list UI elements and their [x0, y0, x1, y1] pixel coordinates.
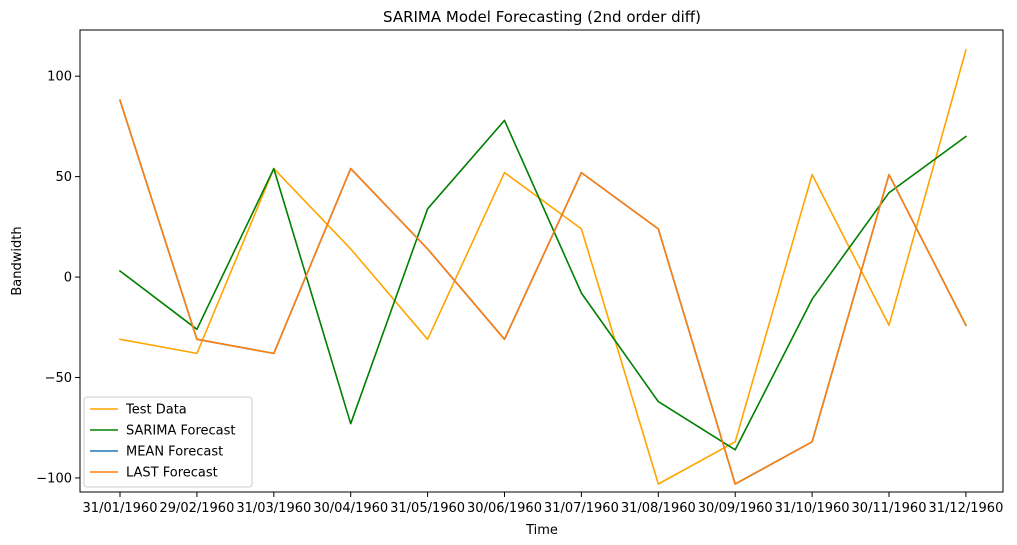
x-tick-label: 31/12/1960 — [928, 501, 1003, 516]
x-tick-label: 30/09/1960 — [698, 501, 773, 516]
x-tick-label: 30/06/1960 — [467, 501, 542, 516]
y-axis: −100 −50 0 50 100 — [36, 70, 80, 486]
y-tick-label: 50 — [55, 170, 72, 185]
legend-label: SARIMA Forecast — [126, 424, 236, 439]
y-tick-label: 0 — [64, 271, 72, 286]
legend: Test Data SARIMA Forecast MEAN Forecast LAS… — [83, 396, 253, 488]
series-line-test-data — [119, 49, 967, 485]
x-tick-label: 31/05/1960 — [390, 501, 465, 516]
x-axis: 31/01/1960 29/02/1960 31/03/1960 30/04/1960… — [83, 492, 1003, 516]
x-tick-label: 31/07/1960 — [544, 501, 619, 516]
legend-label: LAST Forecast — [126, 466, 218, 481]
legend-label: MEAN Forecast — [126, 445, 223, 460]
chart-title: SARIMA Model Forecasting (2nd order diff… — [383, 8, 701, 26]
series-line-last-forecast — [118, 99, 967, 485]
y-tick-label: −50 — [45, 371, 72, 386]
plot-frame — [79, 29, 1004, 493]
x-tick-label: 31/10/1960 — [775, 501, 850, 516]
y-tick-label: −100 — [36, 471, 72, 486]
y-tick-label: 100 — [47, 70, 72, 85]
y-axis-title: Bandwidth — [10, 226, 25, 295]
x-tick-label: 31/08/1960 — [621, 501, 696, 516]
legend-box — [83, 396, 253, 488]
x-tick-label: 30/04/1960 — [313, 501, 388, 516]
x-tick-label: 30/11/1960 — [852, 501, 927, 516]
plot-lines — [118, 49, 968, 485]
x-axis-title: Time — [525, 523, 558, 538]
x-tick-label: 29/02/1960 — [159, 501, 234, 516]
x-tick-label: 31/01/1960 — [83, 501, 158, 516]
series-line-sarima-forecast — [118, 119, 968, 451]
legend-label: Test Data — [125, 403, 187, 418]
x-tick-label: 31/03/1960 — [236, 501, 311, 516]
